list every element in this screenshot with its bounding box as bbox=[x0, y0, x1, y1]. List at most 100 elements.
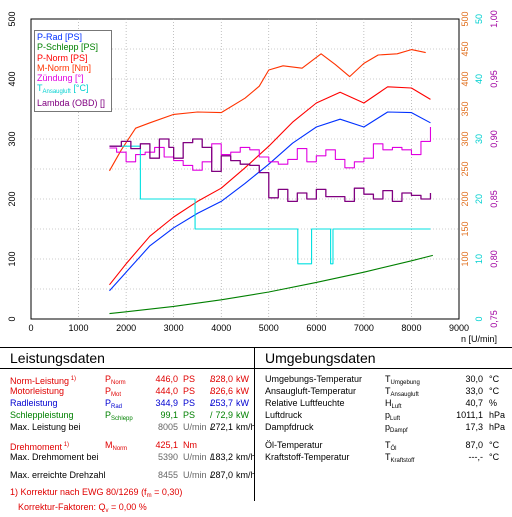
leistung-row: Max. Leistung bei 8005 U/min/272,1 km/h bbox=[0, 421, 256, 433]
row-unit: % bbox=[489, 398, 498, 408]
legend-item-temperatur: TAnsaugluft [°C] bbox=[37, 83, 89, 96]
row-symbol-sub: Umgebung bbox=[390, 380, 420, 386]
row-value: 30,0 bbox=[465, 374, 483, 384]
x-axis-label: n [U/min] bbox=[461, 334, 497, 344]
row-value-2: 272,1 bbox=[210, 422, 233, 432]
row-value: 33,0 bbox=[465, 386, 483, 396]
right-axis-tick-label: 40 bbox=[474, 74, 484, 84]
leistung-row: Max. Drehmoment bei 5390 U/min/183,2 km/h bbox=[0, 451, 256, 463]
row-unit-2: km/h bbox=[236, 422, 256, 432]
series-line-1 bbox=[109, 254, 433, 315]
right-axis-tick-label: 0,95 bbox=[489, 70, 499, 88]
right-axis-tick-label: 10 bbox=[474, 254, 484, 264]
row-label: Max. Drehmoment bei bbox=[10, 452, 99, 462]
right-axis-tick-label: 50 bbox=[474, 14, 484, 24]
x-tick-label: 6000 bbox=[306, 323, 326, 333]
correction-factor-note: Korrektur-Faktoren: Qv = 0,00 % bbox=[18, 502, 147, 514]
leistung-row: Drehmoment 1) MNorm 425,1 Nm bbox=[0, 439, 254, 452]
row-value-1: 8005 bbox=[157, 422, 178, 432]
row-symbol-sub: Öl bbox=[390, 446, 397, 452]
row-value-1: 99,1 bbox=[160, 410, 178, 420]
umgebung-row: Kraftstoff-Temperatur TKraftstoff ---,- °C bbox=[255, 451, 512, 464]
leistung-row: Max. erreichte Drehzahl 8455 U/min/287,0 km… bbox=[0, 469, 256, 481]
row-unit-1: U/min bbox=[183, 452, 207, 462]
row-unit: °C bbox=[489, 386, 500, 396]
leistung-row: Radleistung PRad 344,9 PS /253,7 kW bbox=[0, 397, 254, 410]
right-axis-tick-label: 0,85 bbox=[489, 190, 499, 208]
leistungsdaten-title: Leistungsdaten bbox=[0, 348, 254, 369]
series-line-0 bbox=[109, 111, 431, 292]
row-symbol-sub: Rad bbox=[111, 404, 123, 410]
row-label: Max. erreichte Drehzahl bbox=[10, 470, 106, 480]
correction-note: 1) Korrektur nach EWG 80/1269 (fm = 0,30… bbox=[10, 487, 183, 499]
y-tick-label: 500 bbox=[7, 11, 17, 26]
right-axis-tick-label: 400 bbox=[460, 71, 470, 86]
x-tick-label: 1000 bbox=[69, 323, 89, 333]
row-symbol: pDampf bbox=[385, 422, 408, 434]
row-unit-1: PS bbox=[183, 386, 196, 396]
umgebung-row: Öl-Temperatur TÖl 87,0 °C bbox=[255, 439, 512, 452]
row-symbol: TAnsaugluft bbox=[385, 386, 419, 398]
footnote-marker: 1) bbox=[69, 376, 77, 382]
row-symbol-sub: Ansaugluft bbox=[390, 392, 419, 398]
row-symbol-sub: Kraftstoff bbox=[390, 458, 415, 464]
row-symbol: TKraftstoff bbox=[385, 452, 415, 464]
row-symbol: PSchlepp bbox=[105, 410, 133, 422]
umgebung-row: Umgebungs-Temperatur TUmgebung 30,0 °C bbox=[255, 373, 512, 386]
row-label: Ansaugluft-Temperatur bbox=[265, 386, 357, 396]
row-label: Motorleistung bbox=[10, 386, 65, 396]
row-symbol: pLuft bbox=[385, 410, 401, 422]
leistungsdaten-panel: Leistungsdaten Norm-Leistung 1) PNorm 446,… bbox=[0, 347, 256, 514]
legend-item-zuendung: Zündung [°] bbox=[37, 73, 84, 84]
row-symbol: PRad bbox=[105, 398, 123, 410]
x-tick-label: 5000 bbox=[259, 323, 279, 333]
y-tick-label: 0 bbox=[7, 316, 17, 321]
right-axis-tick-label: 0 bbox=[474, 316, 484, 321]
legend-item-lambda: Lambda (OBD) [] bbox=[37, 97, 106, 108]
row-value: ---,- bbox=[468, 452, 484, 462]
row-value: 17,3 bbox=[465, 422, 483, 432]
row-unit-1: PS bbox=[183, 374, 196, 384]
row-value: 40,7 bbox=[465, 398, 483, 408]
row-value-1: 5390 bbox=[157, 452, 178, 462]
row-separator: / bbox=[210, 452, 213, 462]
x-tick-label: 7000 bbox=[354, 323, 374, 333]
series-line-6 bbox=[109, 138, 432, 203]
row-value-1: 444,0 bbox=[155, 386, 178, 396]
row-unit: hPa bbox=[489, 422, 506, 432]
right-axis-tick-label: 0,80 bbox=[489, 250, 499, 268]
umgebung-row: Dampfdruck pDampf 17,3 hPa bbox=[255, 421, 512, 434]
row-separator: / bbox=[210, 410, 213, 420]
row-label: Umgebungs-Temperatur bbox=[265, 374, 363, 384]
row-value-2: 253,7 bbox=[210, 398, 233, 408]
x-tick-label: 0 bbox=[28, 323, 33, 333]
chart-legend: P-Rad [PS] P-Schlepp [PS] P-Norm [PS] M-… bbox=[34, 30, 112, 112]
row-symbol: HLuft bbox=[385, 398, 402, 410]
legend-item-m-norm: M-Norm [Nm] bbox=[37, 62, 91, 73]
row-symbol-sub: Norm bbox=[112, 446, 128, 452]
row-value-2: 326,6 bbox=[210, 386, 233, 396]
row-symbol: MNorm bbox=[105, 440, 128, 452]
leistung-row: Motorleistung PMot 444,0 PS /326,6 kW bbox=[0, 385, 254, 398]
row-unit: hPa bbox=[489, 410, 506, 420]
dyno-report: 0 1000 2000 3000 4000 5000 6000 7000 8000 9000 n [… bbox=[0, 10, 512, 514]
row-unit-1: U/min bbox=[183, 422, 207, 432]
legend-item-p-schlepp: P-Schlepp [PS] bbox=[37, 42, 99, 53]
row-separator: / bbox=[210, 422, 213, 432]
umgebungsdaten-panel: Umgebungsdaten Umgebungs-Temperatur TUmge… bbox=[254, 347, 512, 501]
leistung-row: Schleppleistung PSchlepp 99,1 PS /72,9 kW bbox=[0, 409, 254, 422]
row-label: Max. Leistung bei bbox=[10, 422, 81, 432]
row-label: Drehmoment 1) bbox=[10, 442, 70, 452]
umgebungsdaten-rows: Umgebungs-Temperatur TUmgebung 30,0 °C Ansau… bbox=[255, 369, 512, 464]
row-unit-2: kW bbox=[236, 410, 249, 420]
right-axis-tick-label: 30 bbox=[474, 134, 484, 144]
right-axis-tick-label: 20 bbox=[474, 194, 484, 204]
row-unit-1: Nm bbox=[183, 440, 197, 450]
row-symbol: TÖl bbox=[385, 440, 397, 452]
row-label: Relative Luftfeuchte bbox=[265, 398, 345, 408]
x-tick-label: 2000 bbox=[116, 323, 136, 333]
row-symbol-sub: Luft bbox=[390, 416, 401, 422]
legend-item-p-rad: P-Rad [PS] bbox=[37, 32, 83, 42]
series-line-2 bbox=[109, 86, 431, 286]
